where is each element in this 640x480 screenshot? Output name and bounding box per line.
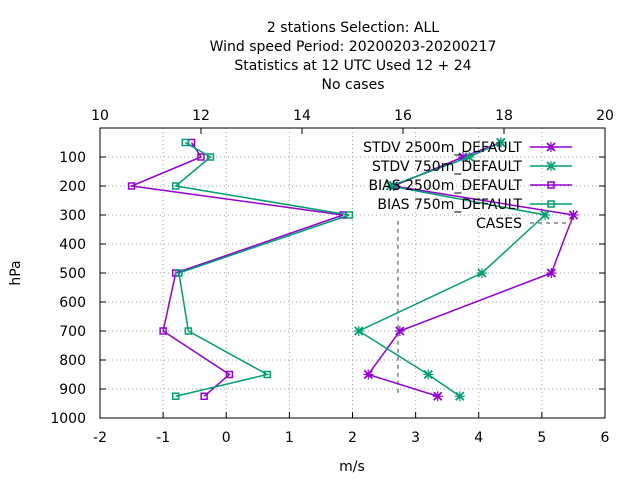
x-tick-label: 4 xyxy=(474,430,483,446)
y-tick-label: 100 xyxy=(59,150,86,166)
legend: STDV 2500m_DEFAULT STDV 750m_DEFAULT BIAS … xyxy=(363,140,572,232)
data-point-marker xyxy=(353,326,364,336)
legend-label: STDV 2500m_DEFAULT xyxy=(363,140,522,156)
data-point-marker xyxy=(172,182,180,190)
x-tick-label: 2 xyxy=(348,430,357,446)
title-line: Wind speed Period: 20200203-20200217 xyxy=(210,39,497,55)
data-point-marker xyxy=(546,268,557,278)
data-point-marker xyxy=(432,391,443,402)
x-top-tick-label: 16 xyxy=(394,108,412,124)
data-point-marker xyxy=(547,181,555,189)
series-line xyxy=(128,142,344,397)
data-point-marker xyxy=(495,137,506,148)
series-bias-2500m-default xyxy=(127,138,347,400)
x-top-tick-label: 20 xyxy=(596,108,614,124)
data-point-marker xyxy=(159,327,167,335)
y-tick-label: 300 xyxy=(59,208,86,224)
data-point-marker xyxy=(197,153,205,161)
x-axis-label: m/s xyxy=(339,459,365,475)
data-point-marker xyxy=(184,327,193,335)
x-tick-label: 1 xyxy=(285,430,294,446)
data-point-marker xyxy=(547,200,555,208)
data-point-marker xyxy=(263,370,272,379)
y-tick-label: 600 xyxy=(59,295,86,311)
y-tick-label: 700 xyxy=(59,324,86,340)
y-tick-label: 900 xyxy=(59,382,86,398)
x-tick-label: 0 xyxy=(222,430,231,446)
data-point-marker xyxy=(181,138,189,147)
title-line: Statistics at 12 UTC Used 12 + 24 xyxy=(234,58,471,74)
data-point-marker xyxy=(206,153,215,161)
x-tick-label: 3 xyxy=(411,430,420,446)
title-line: 2 stations Selection: ALL xyxy=(267,20,439,36)
x-top-tick-label: 12 xyxy=(192,108,210,124)
title-line: No cases xyxy=(322,77,385,93)
data-point-marker xyxy=(345,211,354,219)
data-point-marker xyxy=(175,269,183,277)
x-tick-label: -2 xyxy=(93,430,107,446)
legend-label: CASES xyxy=(476,216,522,232)
legend-label: BIAS 750m_DEFAULT xyxy=(377,197,522,213)
data-point-marker xyxy=(464,152,475,162)
x-top-tick-label: 14 xyxy=(293,108,311,124)
y-tick-label: 400 xyxy=(59,237,86,253)
y-tick-label: 500 xyxy=(59,266,86,282)
x-tick-label: 5 xyxy=(537,430,546,446)
chart-title: 2 stations Selection: ALL Wind speed Peri… xyxy=(210,20,497,93)
data-point-marker xyxy=(476,268,487,278)
data-point-marker xyxy=(225,370,234,379)
y-tick-label: 1000 xyxy=(50,411,86,427)
series-bias-750m-default xyxy=(172,138,354,400)
y-tick-label: 800 xyxy=(59,353,86,369)
data-point-marker xyxy=(385,181,396,191)
axis-ticks: -2 -1 0 1 2 3 4 5 610 12 14 16 18 2010020030040050060… xyxy=(50,108,614,446)
x-top-tick-label: 18 xyxy=(495,108,513,124)
series-line xyxy=(367,141,575,397)
y-axis-label: hPa xyxy=(8,260,24,285)
x-top-tick-label: 10 xyxy=(91,108,109,124)
legend-label: BIAS 2500m_DEFAULT xyxy=(368,178,522,194)
x-tick-label: -1 xyxy=(156,430,170,446)
data-point-marker xyxy=(546,142,556,152)
y-tick-label: 200 xyxy=(59,179,86,195)
data-point-marker xyxy=(363,369,374,380)
data-point-marker xyxy=(172,392,180,400)
series-stdv-2500m-default xyxy=(363,137,579,402)
data-point-marker xyxy=(454,391,465,402)
x-tick-label: 6 xyxy=(601,430,610,446)
data-point-marker xyxy=(568,210,579,220)
series-line xyxy=(357,141,547,397)
data-point-marker xyxy=(394,326,405,336)
series-line xyxy=(174,141,350,397)
series-stdv-750m-default xyxy=(353,137,551,402)
data-point-marker xyxy=(540,210,551,220)
data-point-marker xyxy=(127,182,136,190)
legend-label: STDV 750m_DEFAULT xyxy=(372,159,522,175)
data-point-marker xyxy=(200,392,208,400)
data-point-marker xyxy=(546,161,556,171)
series xyxy=(127,137,579,402)
data-point-marker xyxy=(423,369,434,380)
